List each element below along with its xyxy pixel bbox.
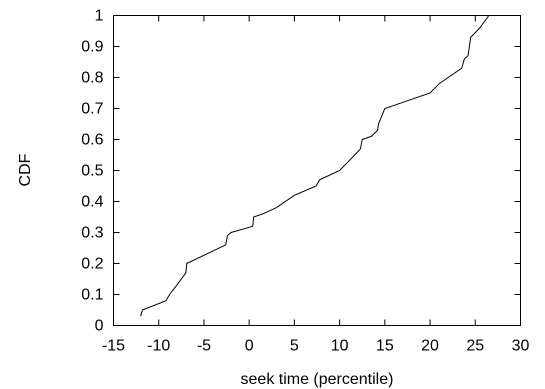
y-tick-label: 0 (95, 318, 104, 335)
x-tick-label: 0 (245, 338, 254, 355)
x-tick-label: 5 (290, 338, 299, 355)
y-tick-label: 0.9 (81, 39, 103, 56)
x-tick-label: -5 (197, 338, 211, 355)
x-tick-label: 30 (512, 338, 530, 355)
x-axis: -15 -10 -5 0 5 10 15 20 25 30 (102, 15, 530, 355)
y-tick-label: 0.8 (81, 70, 103, 87)
x-tick-label: 15 (376, 338, 394, 355)
y-tick-label: 0.5 (81, 163, 103, 180)
x-tick-label: -15 (102, 338, 125, 355)
y-tick-label: 0.6 (81, 132, 103, 149)
y-tick-label: 0.2 (81, 256, 103, 273)
y-tick-label: 1 (95, 8, 104, 25)
x-axis-title: seek time (percentile) (241, 371, 394, 388)
y-axis: 0 0.1 0.2 0.3 0.4 0.5 0.6 0.7 0.8 0.9 1 (81, 8, 521, 335)
x-tick-label: 25 (466, 338, 484, 355)
y-tick-label: 0.4 (81, 194, 103, 211)
y-tick-label: 0.1 (81, 287, 103, 304)
y-tick-label: 0.3 (81, 225, 103, 242)
y-axis-title: CDF (17, 153, 34, 186)
x-tick-label: -10 (147, 338, 170, 355)
series-layer (140, 15, 490, 317)
x-tick-label: 10 (331, 338, 349, 355)
cdf-line (140, 15, 490, 317)
plot-frame (113, 15, 521, 326)
y-tick-label: 0.7 (81, 101, 103, 118)
x-tick-label: 20 (421, 338, 439, 355)
